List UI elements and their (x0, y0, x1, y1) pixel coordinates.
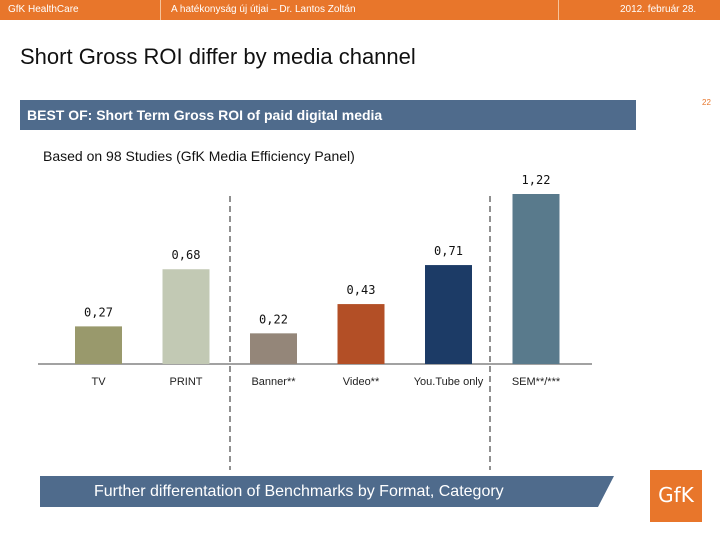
category-label: PRINT (170, 376, 203, 388)
category-label: TV (91, 376, 106, 388)
header-divider (558, 0, 559, 20)
bar-6 (512, 194, 560, 364)
category-label: SEM**/*** (512, 376, 561, 388)
category-label: Video** (343, 376, 380, 388)
bar-4 (337, 304, 385, 364)
data-label: 0,43 (347, 283, 376, 297)
header-divider (160, 0, 161, 20)
logo-text: GfK (658, 483, 694, 507)
chart-subtitle: Based on 98 Studies (GfK Media Efficienc… (43, 148, 355, 164)
footer-text: Further differentation of Benchmarks by … (94, 483, 504, 500)
data-label: 1,22 (522, 173, 551, 187)
gfk-logo: GfK (650, 470, 702, 522)
header-bar: GfK HealthCare A hatékonyság új útjai – … (0, 0, 720, 20)
data-label: 0,71 (434, 244, 463, 258)
category-label: You.Tube only (414, 376, 484, 388)
section-banner: BEST OF: Short Term Gross ROI of paid di… (20, 100, 636, 130)
bar-2 (162, 269, 210, 364)
data-label: 0,68 (172, 248, 201, 262)
header-date: 2012. február 28. (620, 4, 697, 15)
data-label: 0,27 (84, 305, 113, 319)
bar-1 (75, 326, 122, 364)
page-number: 22 (702, 98, 711, 107)
header-company: GfK HealthCare (8, 4, 79, 15)
data-label: 0,22 (259, 312, 288, 326)
bar-5 (425, 265, 472, 364)
bar-3 (250, 333, 297, 364)
category-label: Banner** (251, 376, 296, 388)
header-presentation: A hatékonyság új útjai – Dr. Lantos Zolt… (171, 4, 356, 15)
banner-text: BEST OF: Short Term Gross ROI of paid di… (27, 107, 383, 123)
footer-arrow-shape (40, 476, 614, 507)
slide-title: Short Gross ROI differ by media channel (20, 44, 416, 69)
